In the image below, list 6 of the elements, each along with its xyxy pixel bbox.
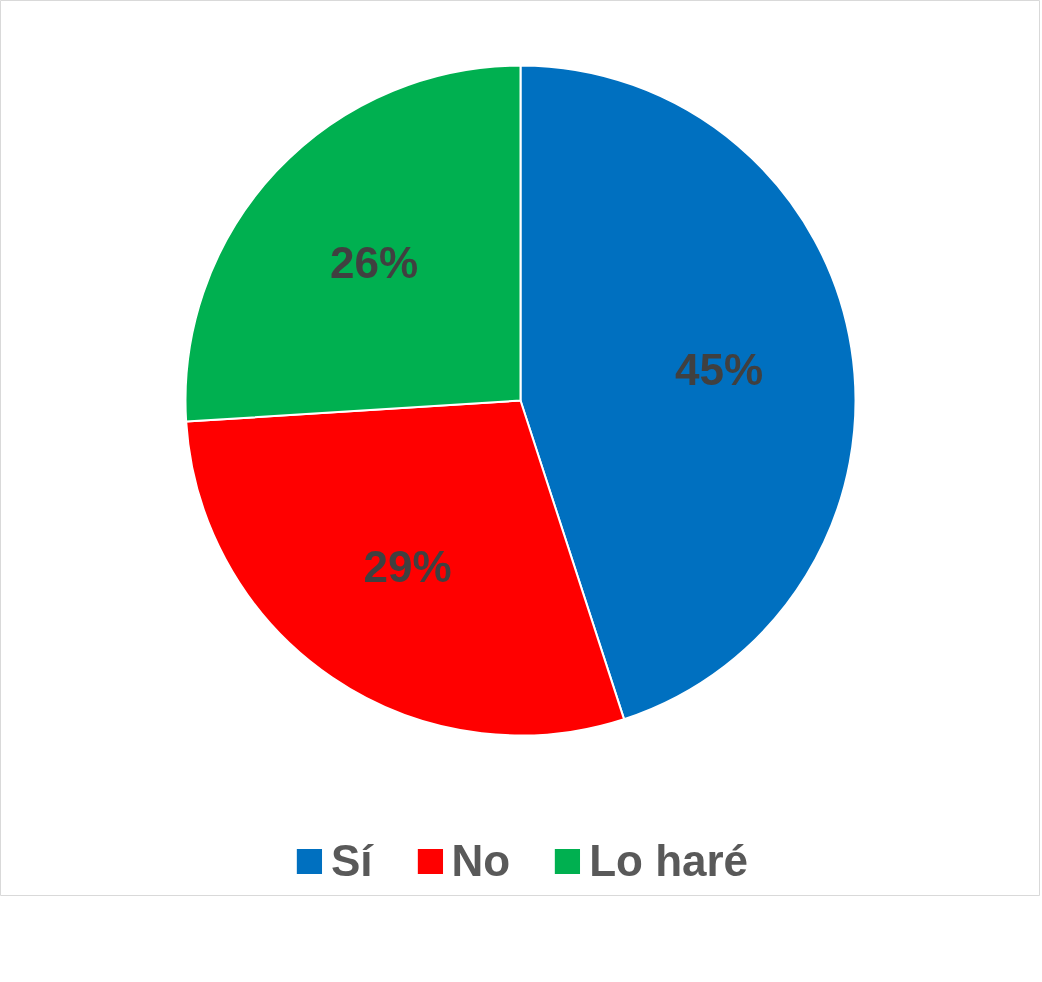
legend-label: Sí <box>330 836 373 886</box>
data-label: 45% <box>674 344 764 394</box>
data-label: 29% <box>363 542 452 592</box>
legend-label: Lo haré <box>589 836 749 886</box>
data-label: 26% <box>329 238 419 288</box>
legend-label: No <box>451 836 511 886</box>
